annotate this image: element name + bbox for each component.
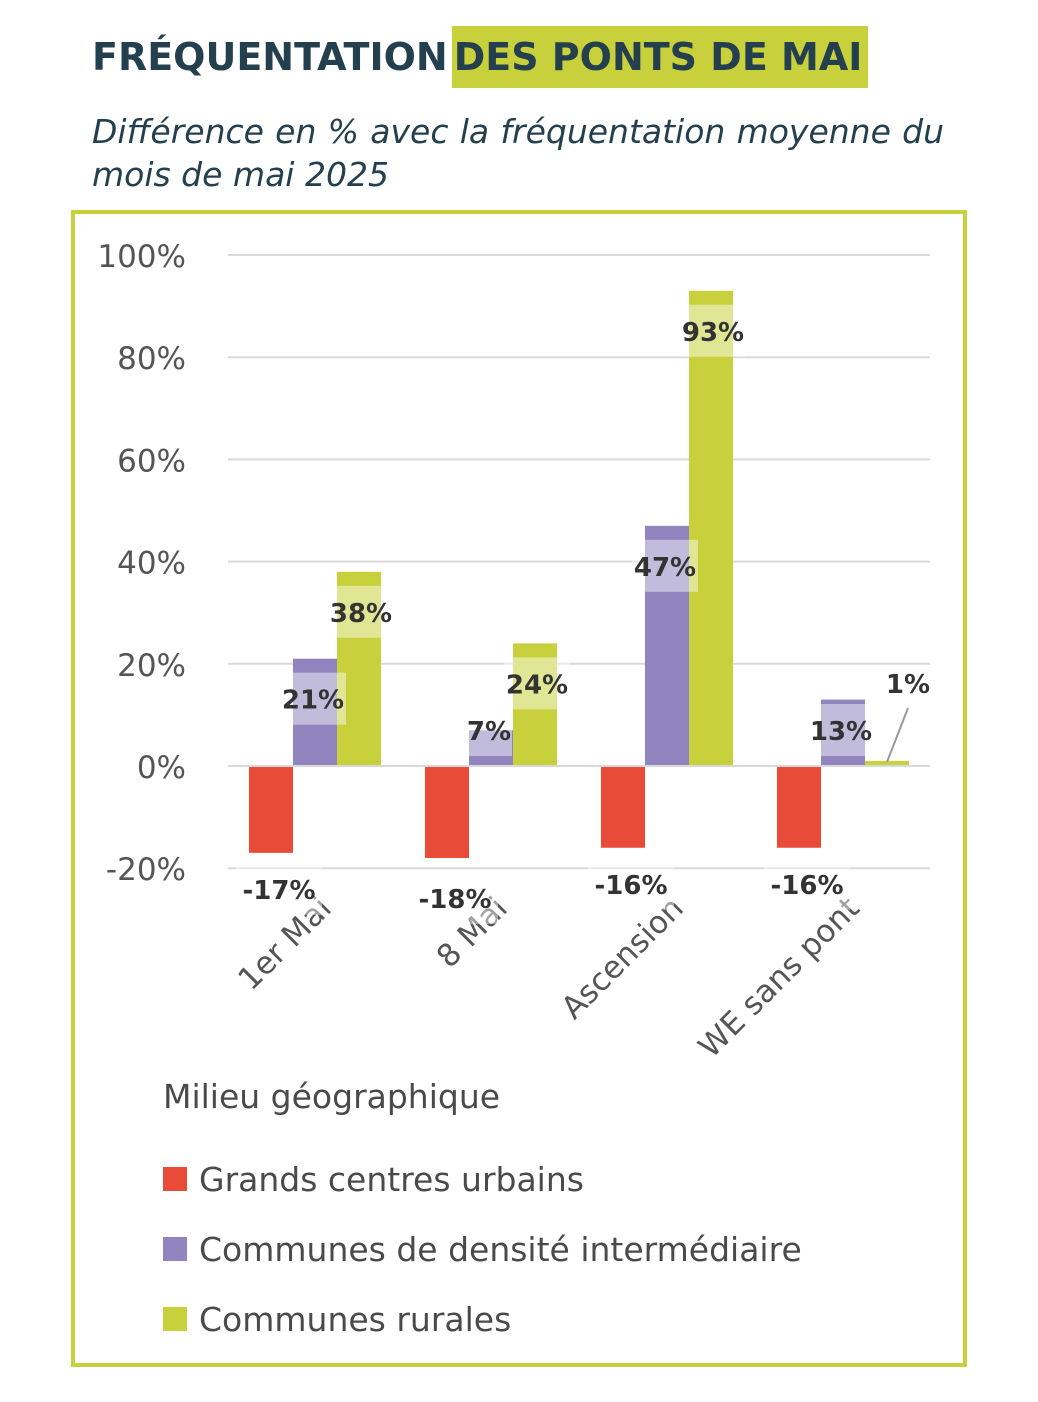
data-label-bg xyxy=(808,704,874,756)
y-tick-label: 100% xyxy=(97,239,186,275)
data-label-bg xyxy=(328,585,394,638)
chart-subtitle: Différence en % avec la fréquentation mo… xyxy=(92,112,944,194)
data-label: 1% xyxy=(886,670,930,700)
data-label: 38% xyxy=(330,599,392,629)
y-tick-label: -20% xyxy=(106,852,186,888)
data-label-bg xyxy=(466,704,512,756)
data-label-bg xyxy=(632,539,698,592)
legend: Milieu géographique Grands centres urbai… xyxy=(163,1077,802,1354)
title-part-1: FRÉQUENTATION xyxy=(92,35,448,79)
chart-frame xyxy=(71,210,967,1367)
bar-ascension-2 xyxy=(689,290,733,766)
legend-label-rurales: Communes rurales xyxy=(199,1299,512,1339)
bar-we-sans-pont-2 xyxy=(865,760,909,766)
x-tick-label: Ascension xyxy=(555,890,691,1026)
data-label: 21% xyxy=(282,686,344,716)
y-tick-label: 40% xyxy=(117,546,186,582)
legend-title: Milieu géographique xyxy=(163,1077,501,1116)
legend-swatch-urbain xyxy=(163,1167,187,1191)
data-label-bg xyxy=(412,871,498,924)
bar-we-sans-pont-0 xyxy=(777,766,821,848)
data-label: 7% xyxy=(467,717,511,747)
chart-title: FRÉQUENTATION DES PONTS DE MAI xyxy=(92,26,869,96)
y-tick-label: 80% xyxy=(117,341,186,377)
x-tick-label: WE sans pont xyxy=(692,890,867,1065)
data-label-bg xyxy=(588,857,674,910)
data-label-bg xyxy=(764,857,850,910)
legend-label-urbain: Grands centres urbains xyxy=(199,1159,584,1199)
bar-1er-mai-2 xyxy=(337,571,381,766)
bar-ascension-1 xyxy=(645,525,689,766)
y-tick-label: 20% xyxy=(117,648,186,684)
bar-1er-mai-1 xyxy=(293,658,337,766)
data-label: 24% xyxy=(506,670,568,700)
bar-1er-mai-0 xyxy=(249,766,293,853)
data-label: 13% xyxy=(810,717,872,747)
bar-8-mai-1 xyxy=(469,730,513,766)
legend-item-rurales: Communes rurales xyxy=(163,1284,802,1354)
data-label: -18% xyxy=(418,885,491,915)
legend-swatch-rurales xyxy=(163,1307,187,1331)
title-part-2-highlighted: DES PONTS DE MAI xyxy=(451,26,869,88)
legend-item-urbain: Grands centres urbains xyxy=(163,1144,802,1214)
data-label: 93% xyxy=(682,318,744,348)
legend-label-intermediaire: Communes de densité intermédiaire xyxy=(199,1229,802,1269)
legend-swatch-intermediaire xyxy=(163,1237,187,1261)
bar-8-mai-2 xyxy=(513,643,557,766)
data-label: -16% xyxy=(770,871,843,901)
data-label-bg xyxy=(504,657,570,710)
data-label: 47% xyxy=(634,553,696,583)
data-label: -16% xyxy=(594,871,667,901)
y-tick-label: 0% xyxy=(137,750,186,786)
legend-item-intermediaire: Communes de densité intermédiaire xyxy=(163,1214,802,1284)
data-label-bg xyxy=(236,862,322,915)
data-label-bg xyxy=(680,304,746,357)
data-label-leader xyxy=(886,707,909,763)
y-tick-label: 60% xyxy=(117,443,186,479)
data-label: -17% xyxy=(242,876,315,906)
data-label-bg xyxy=(280,672,346,725)
bar-ascension-0 xyxy=(601,766,645,848)
bar-we-sans-pont-1 xyxy=(821,699,865,766)
bar-8-mai-0 xyxy=(425,766,469,858)
